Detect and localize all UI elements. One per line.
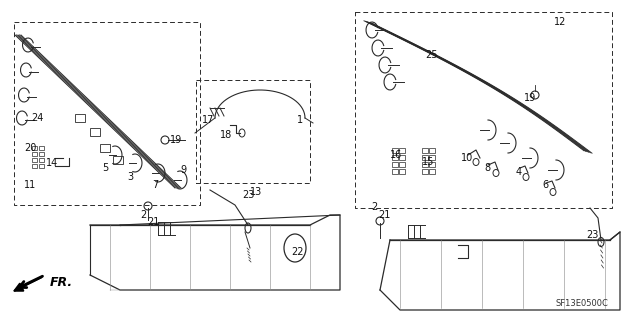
Bar	[90, 128, 100, 136]
Bar	[32, 152, 37, 156]
Bar	[422, 155, 428, 160]
Text: 10: 10	[461, 153, 473, 163]
Text: 18: 18	[220, 130, 232, 140]
Text: 24: 24	[31, 113, 43, 123]
Bar	[392, 148, 398, 153]
Bar	[429, 155, 435, 160]
Bar	[100, 144, 110, 152]
Text: 15: 15	[422, 157, 434, 167]
Text: 5: 5	[102, 163, 108, 173]
Text: 19: 19	[524, 93, 536, 103]
Text: 20: 20	[24, 143, 36, 153]
Bar	[32, 164, 37, 168]
Text: 23: 23	[586, 230, 598, 240]
Bar	[399, 162, 405, 167]
Text: 6: 6	[542, 180, 548, 190]
Bar	[392, 162, 398, 167]
Bar	[32, 146, 37, 150]
Bar	[422, 162, 428, 167]
Text: FR.: FR.	[50, 276, 73, 288]
Text: 14: 14	[46, 158, 58, 168]
Bar	[32, 158, 37, 162]
Bar	[39, 158, 44, 162]
Bar	[39, 164, 44, 168]
Bar	[422, 148, 428, 153]
Bar	[39, 152, 44, 156]
Bar	[39, 146, 44, 150]
Bar	[422, 169, 428, 174]
Text: 1: 1	[297, 115, 303, 125]
Text: 3: 3	[127, 172, 133, 182]
Text: 21: 21	[378, 210, 390, 220]
Text: 19: 19	[170, 135, 182, 145]
Bar	[392, 155, 398, 160]
Text: 23: 23	[242, 190, 254, 200]
Text: 17: 17	[202, 115, 214, 125]
Bar	[75, 114, 85, 122]
Text: 12: 12	[554, 17, 566, 27]
Bar	[429, 162, 435, 167]
Text: 25: 25	[426, 50, 438, 60]
Text: 16: 16	[390, 150, 402, 160]
Bar	[429, 148, 435, 153]
Text: 22: 22	[291, 247, 303, 257]
Bar	[113, 156, 123, 164]
Bar	[399, 155, 405, 160]
Text: 21: 21	[147, 217, 159, 227]
Text: 8: 8	[484, 163, 490, 173]
Text: 7: 7	[152, 180, 158, 190]
Bar	[399, 148, 405, 153]
Bar	[429, 169, 435, 174]
Text: 2: 2	[371, 202, 377, 212]
Bar	[399, 169, 405, 174]
Bar	[392, 169, 398, 174]
Text: 2: 2	[140, 210, 146, 220]
Text: SF13E0500C: SF13E0500C	[555, 299, 608, 308]
Text: 13: 13	[250, 187, 262, 197]
Text: 4: 4	[516, 167, 522, 177]
Text: 9: 9	[180, 165, 186, 175]
Text: 11: 11	[24, 180, 36, 190]
